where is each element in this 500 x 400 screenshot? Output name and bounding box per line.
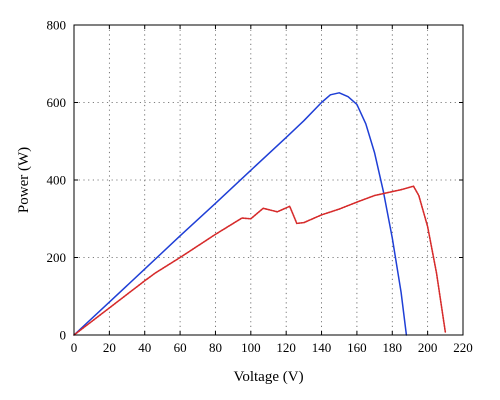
y-tick-label: 200 xyxy=(47,250,67,265)
x-tick-label: 0 xyxy=(71,340,78,355)
grid-lines xyxy=(74,25,463,335)
x-tick-label: 80 xyxy=(209,340,222,355)
y-tick-label: 0 xyxy=(60,328,67,343)
series-line-1 xyxy=(73,92,408,336)
x-tick-label: 120 xyxy=(276,340,296,355)
plot-frame xyxy=(73,24,464,336)
x-tick-label: 220 xyxy=(453,340,473,355)
x-axis-label: Voltage (V) xyxy=(233,369,303,385)
y-tick-label: 800 xyxy=(47,18,67,33)
x-tick-label: 140 xyxy=(312,340,332,355)
x-tick-label: 40 xyxy=(138,340,151,355)
axis-ticks: 0 20 40 60 80 100 120 140 160 180 200 220 0 200 400 600… xyxy=(47,18,473,356)
x-tick-label: 60 xyxy=(174,340,187,355)
y-tick-label: 600 xyxy=(47,95,67,110)
x-tick-label: 100 xyxy=(241,340,261,355)
series-line-2 xyxy=(73,185,447,336)
x-tick-label: 200 xyxy=(418,340,438,355)
x-tick-label: 20 xyxy=(103,340,116,355)
y-tick-label: 400 xyxy=(47,173,67,188)
series-lines xyxy=(73,92,447,336)
x-tick-label: 180 xyxy=(383,340,403,355)
y-axis-label: Power (W) xyxy=(16,147,32,213)
x-tick-label: 160 xyxy=(347,340,367,355)
